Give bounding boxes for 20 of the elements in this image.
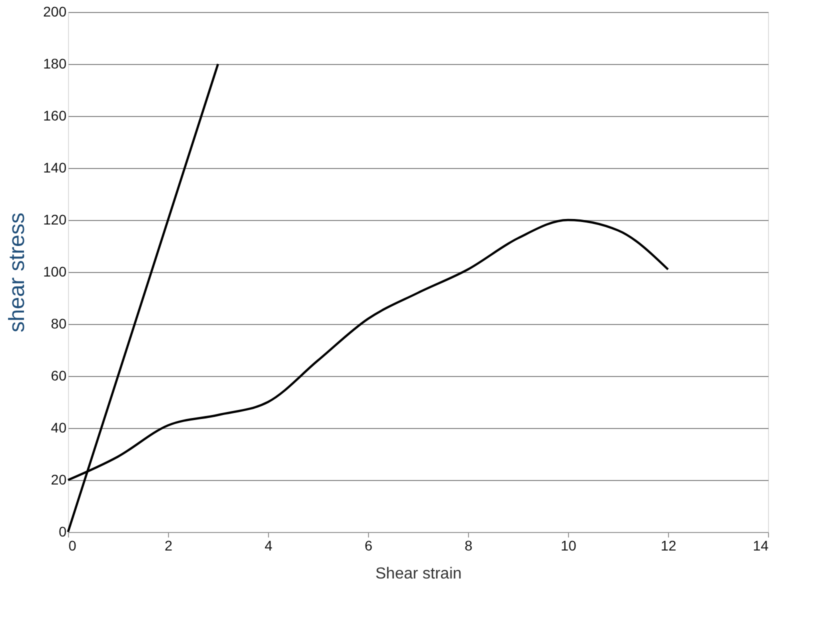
x-tick-label: 10: [560, 538, 576, 554]
y-tick-label: 40: [50, 420, 67, 436]
y-axis-title: shear stress: [4, 212, 30, 332]
y-tick-label: 100: [43, 264, 67, 280]
y-tick-label: 120: [43, 212, 67, 228]
y-tick-label: 80: [50, 316, 67, 332]
y-tick-label: 140: [43, 160, 67, 176]
x-tick-label: 6: [364, 538, 373, 554]
x-axis-title: Shear strain: [375, 566, 462, 582]
y-tick-label: 60: [50, 368, 67, 384]
x-tick-label: 8: [464, 538, 473, 554]
x-tick-label: 12: [660, 538, 676, 554]
y-tick-label: 0: [58, 524, 67, 540]
y-tick-label: 160: [43, 108, 67, 124]
x-tick-label: 4: [264, 538, 273, 554]
y-tick-label: 20: [50, 472, 67, 488]
y-tick-label: 200: [43, 4, 67, 20]
y-tick-label: 180: [43, 56, 67, 72]
x-tick-label: 14: [752, 538, 769, 554]
x-tick-label: 2: [164, 538, 173, 554]
